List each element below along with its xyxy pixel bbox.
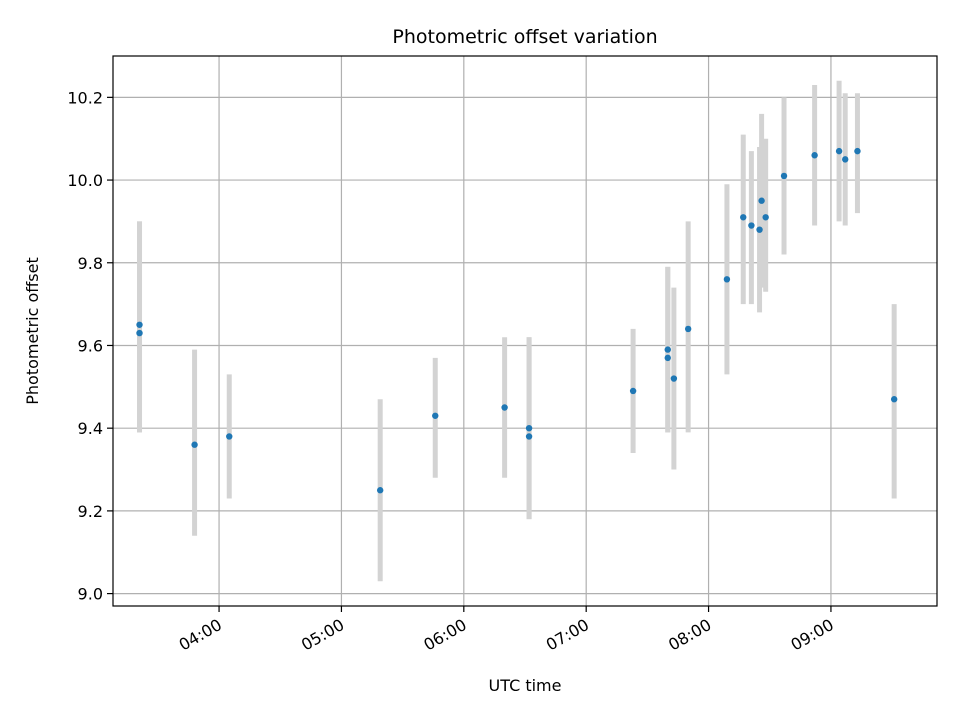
data-point	[890, 396, 898, 403]
data-point	[780, 172, 788, 180]
y-tick-label: 9.4	[78, 419, 103, 438]
y-tick-label: 10.2	[67, 88, 103, 107]
data-point	[762, 214, 769, 221]
data-point	[748, 222, 755, 229]
y-tick-label: 9.2	[78, 502, 103, 521]
grid	[113, 56, 937, 606]
data-point	[191, 441, 198, 448]
data-point	[136, 321, 143, 328]
data-point	[854, 147, 861, 155]
data-point	[758, 197, 765, 204]
data-point	[684, 325, 692, 333]
data-points	[136, 147, 898, 494]
y-axis-ticks: 9.0 9.2 9.4 9.6 9.8 10.0 10.2	[67, 88, 113, 604]
data-point	[670, 375, 678, 382]
plot-area	[113, 56, 937, 606]
y-axis-title: Photometric offset	[23, 257, 42, 405]
data-point	[629, 387, 637, 395]
data-point	[811, 152, 818, 159]
data-point	[664, 346, 671, 353]
data-point	[740, 214, 747, 221]
y-tick-label: 9.0	[78, 585, 103, 604]
data-point	[226, 433, 233, 440]
data-point	[835, 147, 843, 155]
chart-title: Photometric offset variation	[392, 26, 657, 48]
x-axis-title: UTC time	[489, 676, 562, 695]
data-point	[501, 404, 508, 411]
data-point	[723, 276, 731, 283]
data-point	[136, 329, 143, 337]
plot-frame	[112, 55, 938, 607]
data-point	[376, 487, 384, 494]
data-point	[525, 424, 533, 432]
data-point	[664, 354, 671, 362]
y-tick-label: 9.8	[78, 254, 103, 273]
data-point	[432, 412, 439, 419]
data-point	[842, 156, 849, 163]
y-tick-label: 9.6	[78, 336, 103, 355]
y-tick-label: 10.0	[67, 171, 103, 190]
data-point	[756, 226, 763, 233]
data-point	[525, 433, 533, 440]
